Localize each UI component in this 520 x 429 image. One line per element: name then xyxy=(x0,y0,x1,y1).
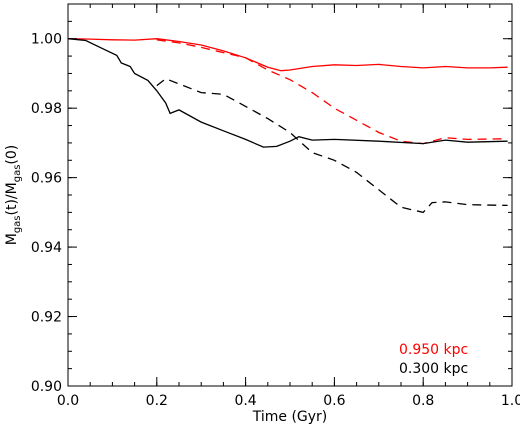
y-axis-title-sub: gas xyxy=(12,165,23,183)
plot-frame xyxy=(67,3,513,387)
series-line-1 xyxy=(156,39,508,145)
y-tick-label: 0.96 xyxy=(31,171,62,187)
series-line-2 xyxy=(67,38,508,148)
x-tick-label: 0.6 xyxy=(323,393,345,409)
series-line-3 xyxy=(156,77,508,214)
tick-layer: 0.0 0.2 0.4 0.6 0.8 1.0 0.90 0.92 0.94 0.96 0.98 1.… xyxy=(31,3,520,409)
y-axis-title-part: (0) xyxy=(4,145,20,165)
y-axis-title-sub: gas xyxy=(12,215,23,233)
x-tick-label: 0.4 xyxy=(234,393,256,409)
y-tick-label: 0.92 xyxy=(31,310,62,326)
x-axis-title: Time (Gyr) xyxy=(252,409,328,425)
y-axis-title: Mgas(t)/Mgas(0) xyxy=(4,145,23,246)
y-tick-label: 0.90 xyxy=(31,379,62,395)
series-line-0 xyxy=(67,38,508,72)
legend-entry-0300: 0.300 kpc xyxy=(399,361,468,377)
y-tick-label: 0.94 xyxy=(31,240,62,256)
x-tick-label: 0.8 xyxy=(412,393,434,409)
y-axis-title-part: (t)/M xyxy=(4,182,20,215)
legend-entry-0950: 0.950 kpc xyxy=(399,342,468,358)
legend: 0.950 kpc 0.300 kpc xyxy=(399,342,468,377)
x-tick-label: 1.0 xyxy=(501,393,520,409)
x-tick-label: 0.0 xyxy=(57,393,79,409)
y-axis-title-part: M xyxy=(4,233,20,245)
y-tick-label: 0.98 xyxy=(31,101,62,117)
x-tick-label: 0.2 xyxy=(146,393,168,409)
y-tick-label: 1.00 xyxy=(31,32,62,48)
series-layer xyxy=(67,38,508,214)
